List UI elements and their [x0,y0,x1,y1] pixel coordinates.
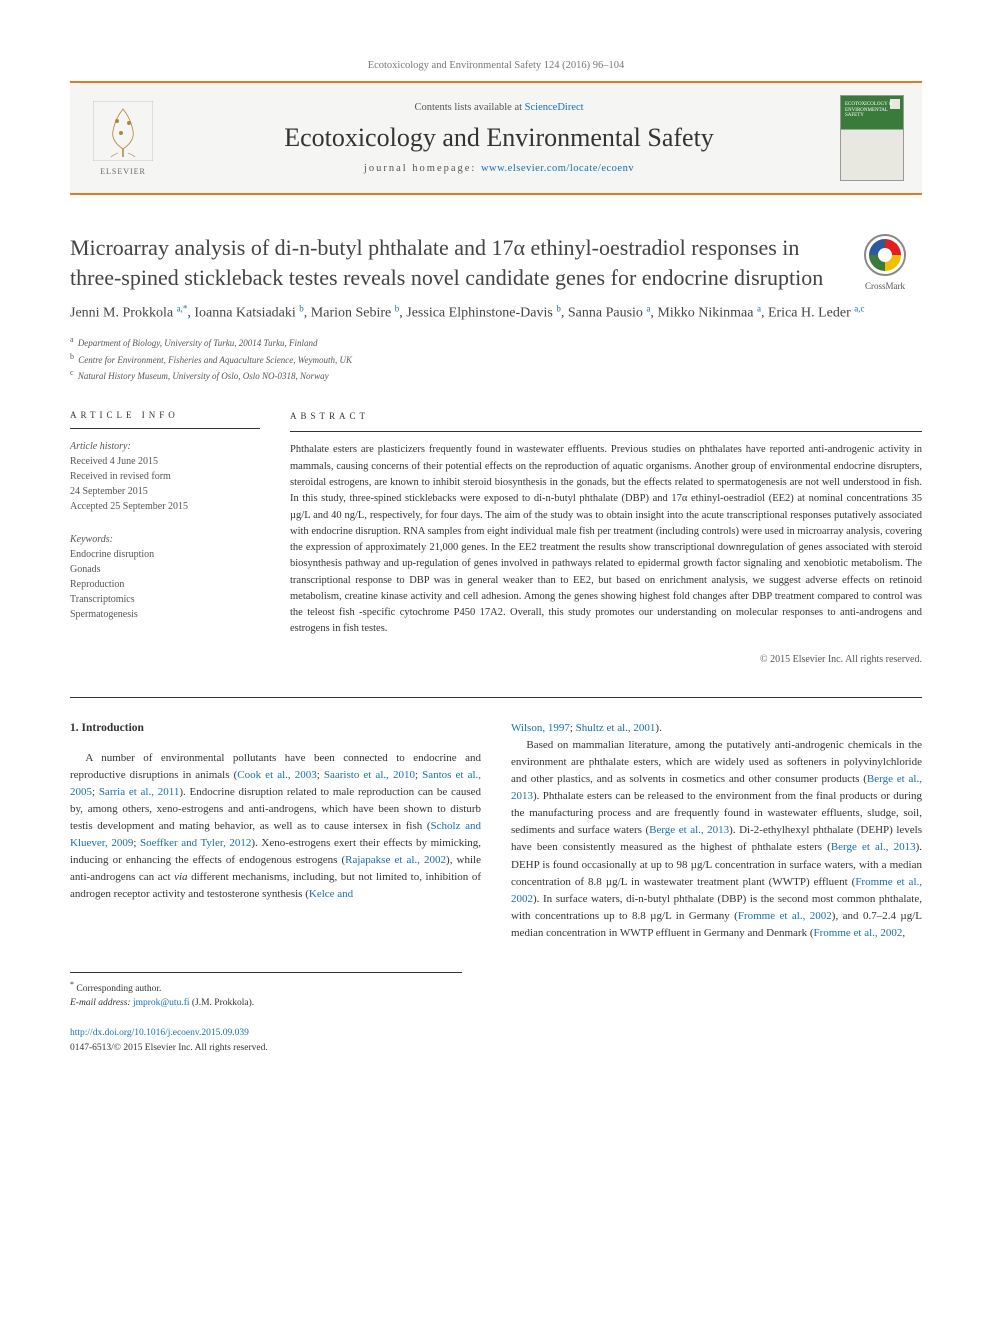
keywords-label: Keywords: [70,532,260,547]
keyword-4: Spermatogenesis [70,607,260,622]
sciencedirect-link[interactable]: ScienceDirect [525,102,584,113]
keyword-2: Reproduction [70,577,260,592]
email-line: E-mail address: jmprok@utu.fi (J.M. Prok… [70,996,462,1010]
info-rule [70,428,260,429]
corresponding-email-link[interactable]: jmprok@utu.fi [133,998,190,1008]
elsevier-logo: ELSEVIER [88,101,158,176]
contents-prefix: Contents lists available at [414,102,524,113]
corresponding-author-note: * Corresponding author. [70,979,462,996]
journal-reference: Ecotoxicology and Environmental Safety 1… [70,60,922,71]
elsevier-tree-icon [93,101,153,161]
contents-lists-line: Contents lists available at ScienceDirec… [158,102,840,113]
introduction-heading: 1. Introduction [70,720,481,738]
keyword-0: Endocrine disruption [70,547,260,562]
intro-col2-continuation: Wilson, 1997; Shultz et al., 2001). [511,720,922,737]
bottom-orange-rule [70,193,922,195]
abstract-rule [290,431,922,432]
homepage-label: journal homepage: [364,163,481,174]
affiliation-a: a Department of Biology, University of T… [70,334,922,351]
abstract-block: abstract Phthalate esters are plasticize… [290,410,922,668]
crossmark-icon [863,233,907,277]
keyword-1: Gonads [70,562,260,577]
keywords-block: Keywords: Endocrine disruption Gonads Re… [70,532,260,622]
homepage-line: journal homepage: www.elsevier.com/locat… [158,163,840,174]
homepage-link[interactable]: www.elsevier.com/locate/ecoenv [481,163,634,174]
keyword-3: Transcriptomics [70,592,260,607]
corr-text: Corresponding author. [76,984,161,994]
doi-link[interactable]: http://dx.doi.org/10.1016/j.ecoenv.2015.… [70,1028,249,1038]
body-rule [70,697,922,698]
history-line-0: Received 4 June 2015 [70,454,260,469]
footnotes: * Corresponding author. E-mail address: … [70,972,462,1011]
journal-header-box: ELSEVIER Contents lists available at Sci… [70,83,922,193]
journal-cover-thumbnail: ECOTOXICOLOGY & ENVIRONMENTAL SAFETY [840,95,904,181]
affiliation-c: c Natural History Museum, University of … [70,367,922,384]
history-line-1: Received in revised form [70,469,260,484]
journal-name: Ecotoxicology and Environmental Safety [158,123,840,153]
abstract-heading: abstract [290,410,922,424]
article-info-heading: article info [70,410,260,420]
article-info-sidebar: article info Article history: Received 4… [70,410,260,668]
email-label: E-mail address: [70,998,131,1008]
crossmark-badge[interactable]: CrossMark [848,233,922,292]
abstract-body: Phthalate esters are plasticizers freque… [290,442,922,637]
elsevier-label: ELSEVIER [88,167,158,176]
affiliations: a Department of Biology, University of T… [70,334,922,384]
intro-paragraph-2: Based on mammalian literature, among the… [511,737,922,942]
author-list: Jenni M. Prokkola a,*, Ioanna Katsiadaki… [70,302,922,324]
article-history: Article history: Received 4 June 2015 Re… [70,439,260,514]
history-line-2: 24 September 2015 [70,484,260,499]
page-footer: http://dx.doi.org/10.1016/j.ecoenv.2015.… [70,1026,922,1055]
email-name: (J.M. Prokkola). [192,998,254,1008]
intro-paragraph-1: A number of environmental pollutants hav… [70,750,481,903]
journal-cover-title: ECOTOXICOLOGY & ENVIRONMENTAL SAFETY [845,102,903,119]
header-center: Contents lists available at ScienceDirec… [158,102,840,174]
body-columns: 1. Introduction A number of environmenta… [70,720,922,942]
affiliation-b: b Centre for Environment, Fisheries and … [70,351,922,368]
corr-symbol: * [70,980,74,989]
history-label: Article history: [70,439,260,454]
article-title: Microarray analysis of di-n-butyl phthal… [70,233,833,292]
history-line-3: Accepted 25 September 2015 [70,499,260,514]
abstract-copyright: © 2015 Elsevier Inc. All rights reserved… [290,652,922,668]
issn-copyright-line: 0147-6513/© 2015 Elsevier Inc. All right… [70,1041,922,1055]
crossmark-label: CrossMark [848,281,922,291]
